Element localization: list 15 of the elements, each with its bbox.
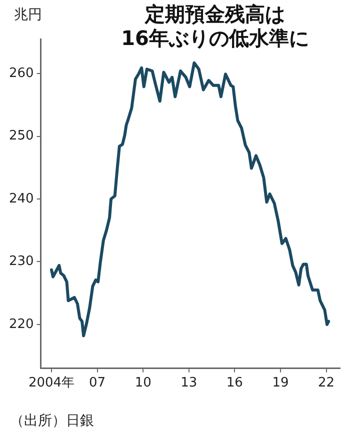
x-tick-label: 07 [89,376,106,391]
y-tick-label: 250 [8,128,34,144]
y-tick-label: 260 [8,66,34,81]
y-tick-label: 240 [8,191,34,206]
x-tick-label: 13 [180,376,198,391]
text: （出所）日銀 [10,412,94,430]
x-tick-label: 10 [134,376,152,391]
x-tick-label: 2004年 [28,376,75,391]
y-tick-label: 230 [8,254,34,270]
y-axis-title: 兆円 [14,6,42,24]
chart-title: 定期預金残高は 16年ぶりの低水準に [120,2,310,50]
x-tick-label: 19 [272,376,289,391]
x-tick-label: 22 [318,376,335,391]
y-tick-label: 220 [8,316,34,332]
x-tick-label: 16 [226,376,243,391]
